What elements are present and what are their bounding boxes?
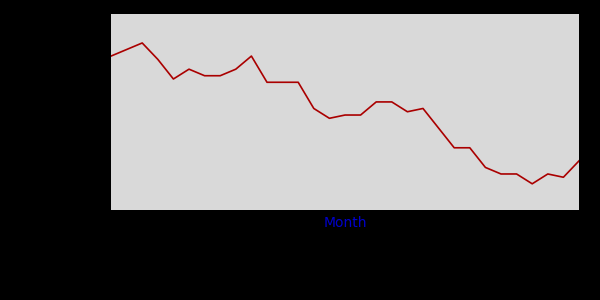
X-axis label: Month: Month [323,216,367,230]
